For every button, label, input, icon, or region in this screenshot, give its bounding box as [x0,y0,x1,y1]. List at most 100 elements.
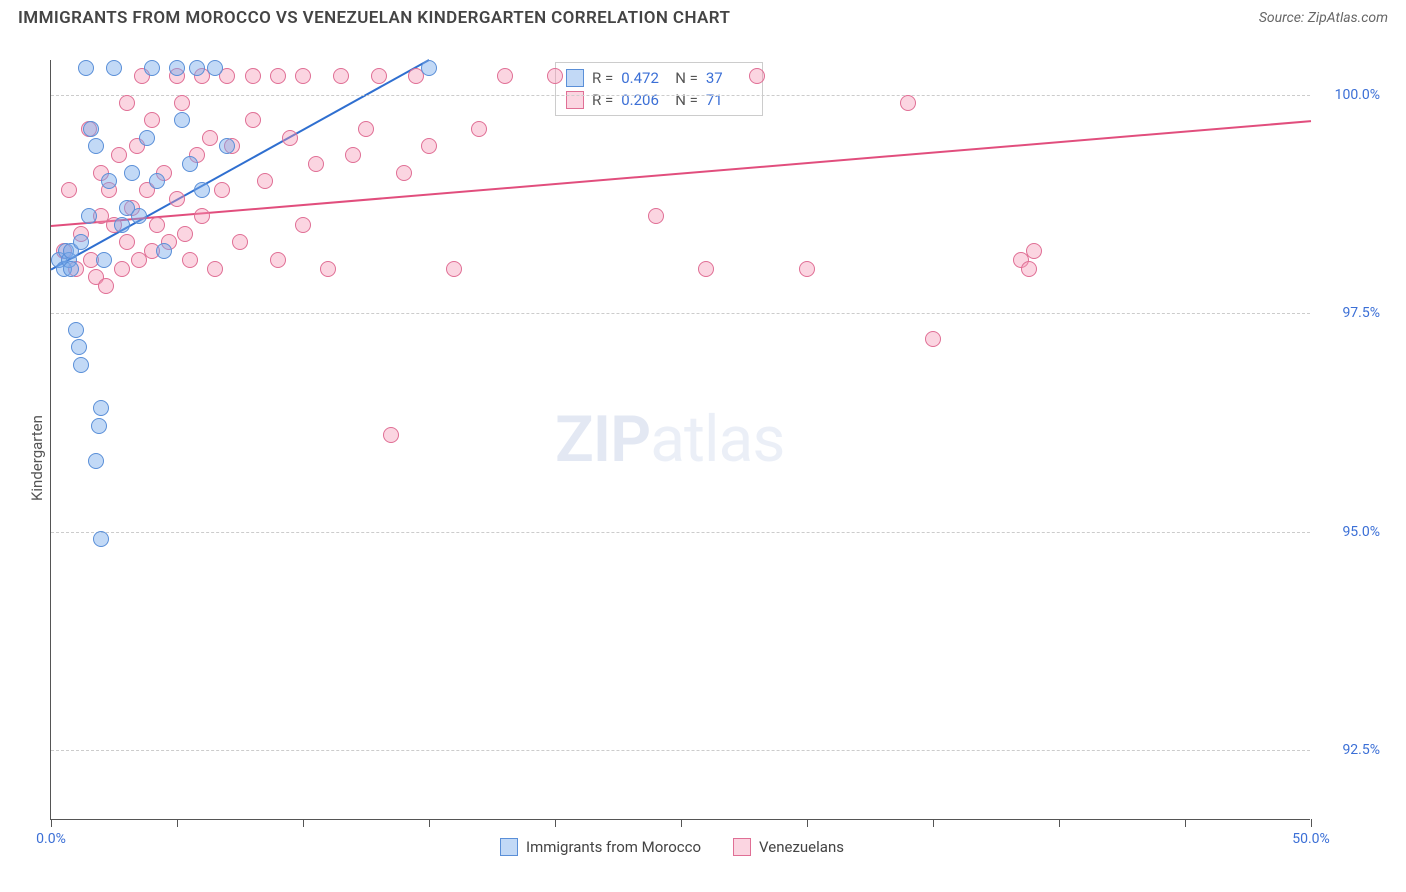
data-point-morocco [88,138,104,154]
data-point-venezuelans [383,427,399,443]
data-point-morocco [93,400,109,416]
legend-swatch [566,91,584,109]
data-point-venezuelans [270,68,286,84]
source-name: ZipAtlas.com [1308,10,1388,26]
data-point-morocco [63,261,79,277]
x-tick [51,819,52,827]
legend-row-venezuelans: R =0.206N =71 [566,89,752,111]
n-value: 71 [706,91,752,109]
data-point-morocco [131,208,147,224]
data-point-morocco [144,60,160,76]
correlation-legend: R = 0.472 N = 37R = 0.206 N = 71 [555,62,763,116]
watermark: ZIPatlas [555,402,784,477]
data-point-morocco [78,60,94,76]
data-point-venezuelans [547,68,563,84]
legend-swatch [733,838,751,856]
data-point-venezuelans [471,121,487,137]
x-tick [1311,819,1312,827]
data-point-venezuelans [114,261,130,277]
data-point-venezuelans [333,68,349,84]
data-point-morocco [73,357,89,373]
data-point-morocco [73,234,89,250]
data-point-morocco [106,60,122,76]
r-value: 0.472 [621,69,667,87]
legend-row-morocco: R = 0.472 N = 37 [566,67,752,89]
data-point-morocco [156,243,172,259]
data-point-venezuelans [421,138,437,154]
y-tick-label: 95.0% [1320,524,1380,540]
data-point-venezuelans [214,182,230,198]
gridline [51,313,1310,314]
n-label: N = [675,69,698,87]
legend-swatch [566,69,584,87]
chart-title: IMMIGRANTS FROM MOROCCO VS VENEZUELAN KI… [18,8,730,28]
data-point-venezuelans [98,278,114,294]
data-point-venezuelans [245,112,261,128]
data-point-morocco [88,453,104,469]
watermark-zip: ZIP [555,402,650,477]
n-value: 37 [706,69,752,87]
x-tick-label: 0.0% [36,831,66,847]
data-point-venezuelans [900,95,916,111]
legend-swatch [500,838,518,856]
data-point-venezuelans [749,68,765,84]
data-point-venezuelans [119,234,135,250]
data-point-venezuelans [1026,243,1042,259]
x-tick [933,819,934,827]
r-label: R = [592,69,613,87]
data-point-venezuelans [698,261,714,277]
gridline [51,532,1310,533]
y-tick-label: 92.5% [1320,742,1380,758]
data-point-venezuelans [207,261,223,277]
n-label: N = [675,91,698,109]
data-point-morocco [81,208,97,224]
data-point-morocco [194,182,210,198]
data-point-morocco [182,156,198,172]
r-value: 0.206 [621,91,667,109]
data-point-morocco [71,339,87,355]
data-point-venezuelans [111,147,127,163]
data-point-venezuelans [169,191,185,207]
x-tick-label: 50.0% [1292,831,1330,847]
data-point-morocco [101,173,117,189]
x-tick [1059,819,1060,827]
data-point-morocco [114,217,130,233]
data-point-venezuelans [232,234,248,250]
gridline [51,95,1310,96]
x-tick [429,819,430,827]
y-axis-title: Kindergarten [28,415,46,501]
data-point-venezuelans [1021,261,1037,277]
x-tick [1185,819,1186,827]
legend-label: Immigrants from Morocco [526,838,701,856]
legend-item-morocco: Immigrants from Morocco [500,838,701,856]
data-point-venezuelans [320,261,336,277]
data-point-venezuelans [308,156,324,172]
source-prefix: Source: [1259,10,1308,26]
data-point-morocco [189,60,205,76]
data-point-morocco [219,138,235,154]
data-point-venezuelans [194,208,210,224]
data-point-venezuelans [497,68,513,84]
trendline-venezuelans [51,121,1311,226]
data-point-venezuelans [371,68,387,84]
x-tick [177,819,178,827]
data-point-venezuelans [648,208,664,224]
data-point-venezuelans [295,68,311,84]
data-point-venezuelans [182,252,198,268]
data-point-morocco [149,173,165,189]
data-point-morocco [96,252,112,268]
source-label: Source: ZipAtlas.com [1259,10,1388,26]
data-point-venezuelans [358,121,374,137]
data-point-venezuelans [202,130,218,146]
data-point-venezuelans [61,182,77,198]
legend-label: Venezuelans [759,838,844,856]
trend-lines [51,60,1311,820]
data-point-morocco [174,112,190,128]
data-point-morocco [124,165,140,181]
data-point-venezuelans [270,252,286,268]
watermark-atlas: atlas [650,402,784,477]
data-point-venezuelans [149,217,165,233]
data-point-venezuelans [119,95,135,111]
legend-item-venezuelans: Venezuelans [733,838,844,856]
data-point-venezuelans [245,68,261,84]
